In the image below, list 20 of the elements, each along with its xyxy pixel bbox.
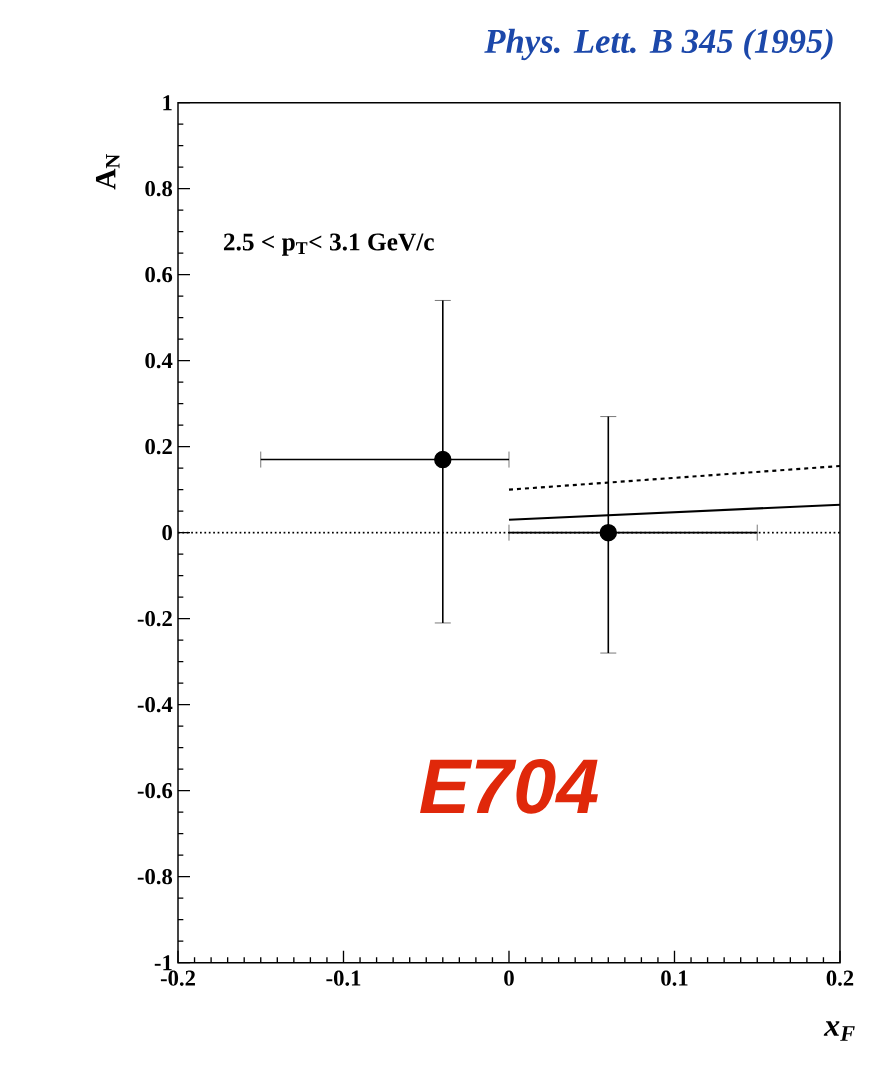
- y-tick-label: 0.8: [145, 180, 173, 197]
- y-tick-label: 0.4: [145, 352, 173, 369]
- x-tick-label: 0.2: [826, 970, 854, 986]
- y-tick-label: -0.6: [137, 782, 173, 799]
- x-axis-title: x$_{F}$: [823, 1021, 855, 1041]
- y-tick-label: -0.8: [137, 868, 173, 885]
- x-tick-label: 0.1: [661, 970, 688, 986]
- y-tick-label: -0.2: [137, 610, 172, 627]
- x-tick-label: -0.1: [326, 970, 361, 986]
- y-tick-label: -0.4: [137, 696, 173, 713]
- y-tick-label: -1: [154, 955, 172, 971]
- annotation: E704: [420, 758, 598, 814]
- y-tick-label: 0: [162, 525, 172, 541]
- y-axis-title: A$_{N}$: [95, 154, 120, 190]
- y-tick-label: 1: [163, 95, 172, 111]
- y-tick-label: 0.6: [145, 266, 173, 283]
- x-tick-label: 0: [504, 970, 514, 986]
- chart-title: Phys. Lett. B 345 (1995): [484, 28, 833, 61]
- y-tick-label: 0.2: [145, 438, 172, 455]
- annotation: 2.5 < p$_{T}$< 3.1 GeV/c: [223, 233, 434, 256]
